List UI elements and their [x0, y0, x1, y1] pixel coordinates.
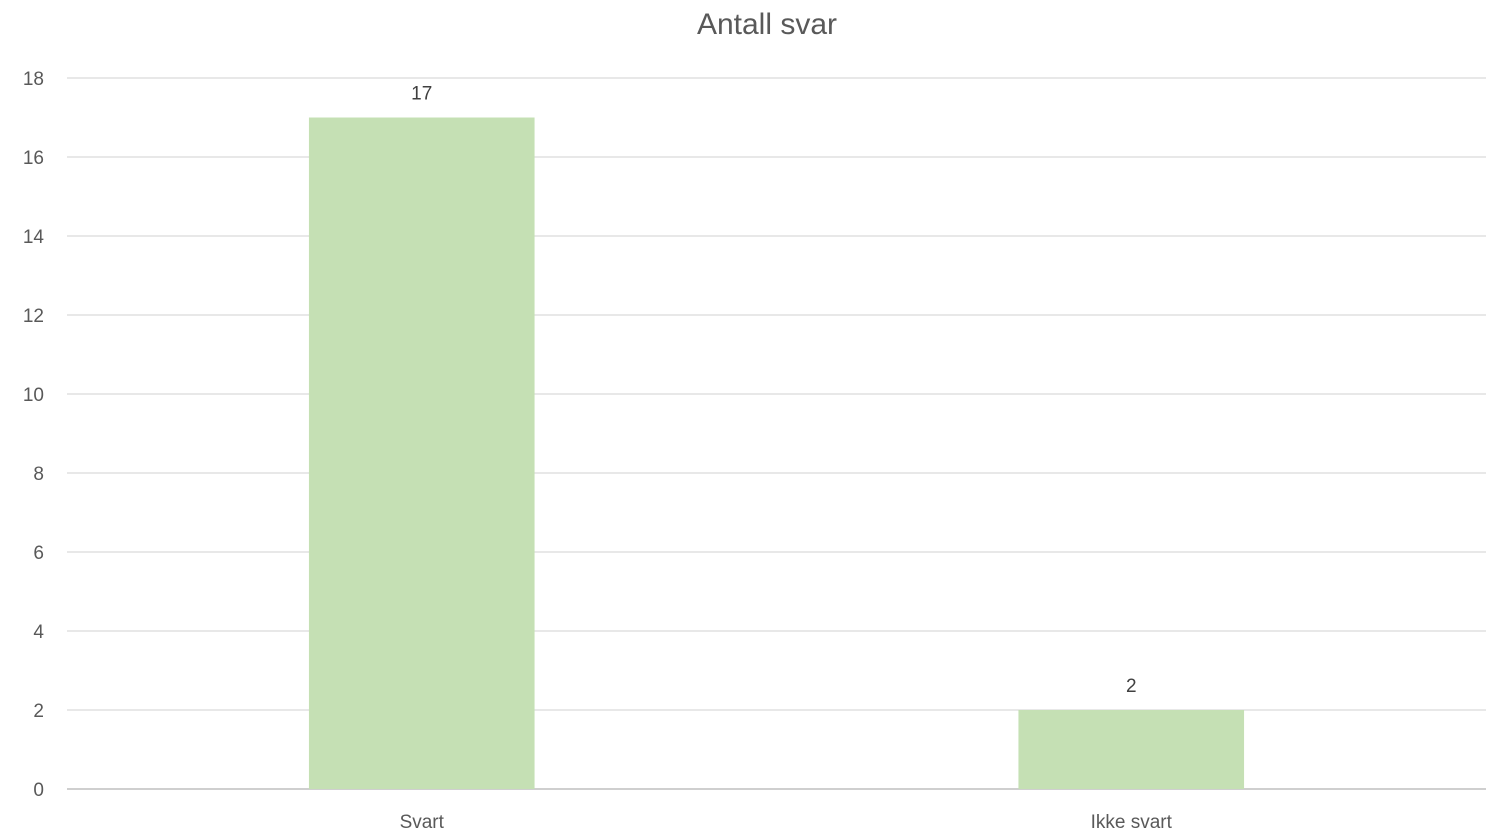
y-tick-label: 4 — [33, 622, 44, 643]
data-label: 2 — [1126, 676, 1137, 697]
y-tick-label: 10 — [23, 385, 44, 406]
data-label: 17 — [411, 84, 432, 105]
bar — [1018, 710, 1245, 789]
y-tick-label: 18 — [23, 69, 44, 90]
x-tick-label: Svart — [400, 812, 445, 833]
y-tick-label: 14 — [23, 227, 45, 248]
y-tick-label: 12 — [23, 306, 44, 327]
bar — [308, 117, 535, 789]
y-tick-label: 2 — [33, 701, 44, 722]
y-tick-label: 0 — [33, 780, 44, 801]
y-tick-label: 6 — [33, 543, 44, 564]
x-tick-label: Ikke svart — [1091, 812, 1173, 833]
gridlines — [67, 77, 1486, 790]
x-axis-ticks: Svart Ikke svart — [400, 812, 1173, 833]
y-tick-label: 16 — [23, 148, 44, 169]
y-axis-ticks: 0 2 4 6 8 10 12 14 16 18 — [23, 69, 45, 801]
chart-title: Antall svar — [697, 8, 837, 41]
bars: 17 2 — [308, 84, 1245, 789]
y-tick-label: 8 — [33, 464, 44, 485]
